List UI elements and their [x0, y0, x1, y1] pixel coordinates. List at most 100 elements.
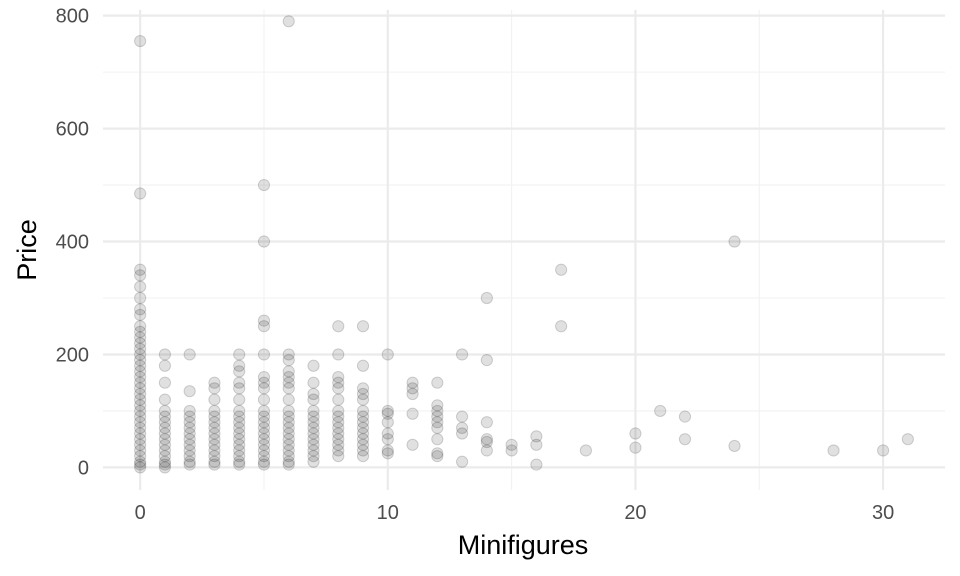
data-point	[134, 404, 147, 418]
data-point	[183, 433, 196, 446]
data-point	[406, 387, 419, 401]
data-point	[579, 444, 593, 457]
data-point	[431, 447, 444, 460]
data-point	[356, 404, 370, 418]
data-point	[134, 393, 147, 406]
data-point	[257, 404, 271, 418]
data-point	[307, 455, 320, 468]
data-point	[134, 416, 147, 429]
grid-lines	[103, 10, 945, 490]
data-point	[257, 433, 271, 446]
data-point	[282, 450, 295, 463]
data-point	[356, 433, 370, 446]
data-point	[332, 404, 345, 418]
data-point	[282, 365, 295, 378]
data-point	[134, 458, 147, 471]
data-point	[183, 458, 196, 471]
data-point	[208, 455, 221, 468]
data-point	[530, 430, 543, 443]
data-point	[307, 404, 320, 418]
data-point	[208, 438, 221, 451]
data-point	[332, 348, 345, 361]
data-point	[381, 407, 394, 420]
data-point	[134, 427, 147, 440]
data-point	[208, 433, 221, 446]
data-point	[208, 421, 221, 434]
data-point	[431, 404, 444, 418]
data-point	[158, 359, 172, 372]
data-point	[158, 461, 172, 474]
data-point	[530, 458, 543, 471]
data-point	[654, 404, 667, 418]
data-point	[158, 458, 172, 471]
data-point	[381, 427, 394, 440]
data-point	[431, 410, 444, 423]
data-point	[134, 461, 147, 474]
data-point	[827, 444, 840, 457]
data-point	[356, 382, 370, 395]
data-point	[134, 359, 147, 372]
data-point	[480, 354, 493, 367]
data-point	[332, 376, 345, 389]
data-point	[282, 370, 295, 384]
data-point	[257, 178, 271, 192]
data-point	[257, 416, 271, 429]
data-point	[183, 421, 196, 434]
data-point	[282, 393, 295, 406]
data-point	[183, 348, 196, 361]
data-point	[134, 348, 147, 361]
data-point	[332, 433, 345, 446]
data-point	[233, 348, 246, 361]
data-point	[901, 433, 914, 446]
data-point	[257, 348, 271, 361]
data-point	[134, 320, 147, 333]
data-point	[134, 187, 147, 200]
data-point	[406, 376, 419, 389]
data-point	[233, 450, 246, 463]
data-point	[332, 320, 345, 333]
data-point	[505, 444, 518, 457]
data-point	[307, 393, 320, 406]
data-point	[158, 348, 172, 361]
data-point	[233, 382, 246, 395]
x-tick-label: 10	[377, 502, 399, 524]
data-point	[455, 427, 469, 440]
data-point	[257, 320, 271, 333]
y-tick-label: 0	[78, 457, 89, 479]
data-point	[158, 433, 172, 446]
data-point	[282, 348, 295, 361]
data-point	[282, 458, 295, 471]
data-point	[233, 427, 246, 440]
data-point	[183, 438, 196, 451]
data-point	[134, 365, 147, 378]
data-point	[307, 416, 320, 429]
x-tick-label: 20	[624, 502, 646, 524]
data-point	[381, 444, 394, 457]
data-point	[158, 455, 172, 468]
data-point	[257, 410, 271, 423]
data-point	[282, 15, 295, 28]
data-point	[455, 348, 469, 361]
data-point	[480, 291, 493, 305]
data-point	[134, 325, 147, 338]
data-point	[208, 450, 221, 463]
data-point	[233, 433, 246, 446]
data-point	[455, 410, 469, 423]
y-axis-ticks: 0 200 400 600 800	[56, 6, 89, 480]
data-point	[356, 450, 370, 463]
data-point	[307, 433, 320, 446]
data-point	[158, 450, 172, 463]
data-point	[332, 438, 345, 451]
data-point	[678, 433, 692, 446]
data-point	[257, 438, 271, 451]
data-point	[134, 303, 147, 316]
data-point	[257, 393, 271, 406]
y-tick-label: 600	[56, 119, 89, 141]
data-point	[158, 410, 172, 423]
data-point	[183, 404, 196, 418]
data-point	[307, 427, 320, 440]
y-tick-label: 800	[56, 6, 89, 28]
data-point	[158, 376, 172, 389]
data-point	[530, 438, 543, 451]
